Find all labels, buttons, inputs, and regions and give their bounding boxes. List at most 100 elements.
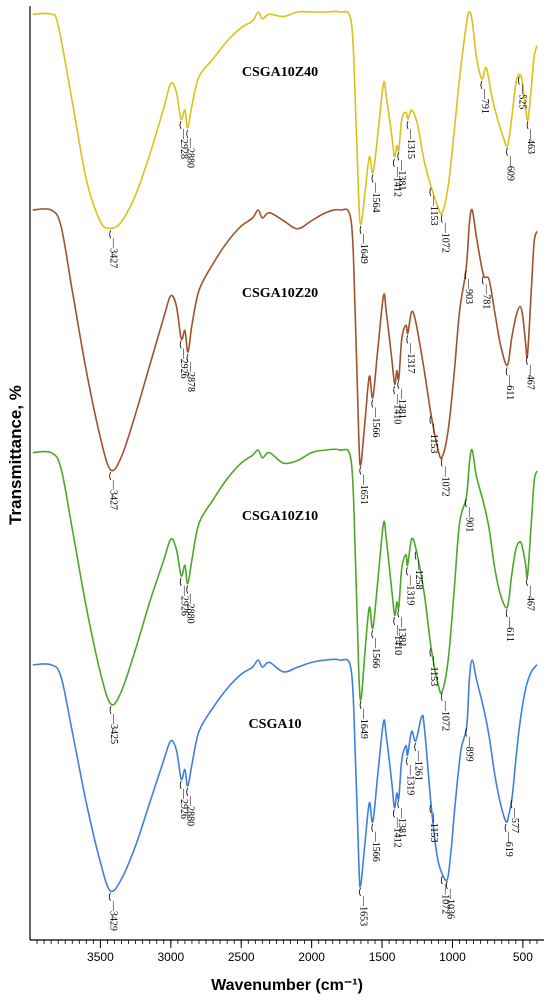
peak-label: —1072	[439, 222, 450, 253]
peak-marker	[179, 577, 182, 586]
peak-marker	[406, 567, 408, 576]
peak-label: —1072	[439, 466, 450, 497]
peak-label: —1315	[405, 128, 416, 159]
peak-label: —1410	[392, 624, 403, 655]
peak-label: —2928	[178, 128, 189, 159]
peak-marker	[186, 353, 189, 363]
peak-label: —1566	[370, 407, 381, 438]
peak-marker	[397, 609, 400, 618]
series-line-csga10z10	[32, 448, 538, 706]
x-tick-label: 2500	[228, 950, 255, 964]
peak-marker	[393, 386, 396, 395]
peak-marker	[186, 787, 189, 797]
x-tick-label: 3500	[87, 950, 114, 964]
peak-annotation: —1566	[370, 399, 381, 438]
peak-label: —1036	[444, 888, 455, 919]
peak-label: —3427	[108, 237, 119, 268]
series-line-csga10	[32, 658, 538, 893]
peak-label: —1319	[405, 574, 416, 605]
x-tick-label: 1000	[439, 950, 466, 964]
peak-annotation: —1153	[428, 187, 439, 226]
peak-label: —3429	[107, 900, 118, 931]
x-axis-title: Wavenumber (cm⁻¹)	[211, 977, 363, 994]
peak-label: —467	[525, 585, 536, 611]
peak-label: —1153	[428, 423, 439, 454]
peak-label: —1072	[439, 883, 450, 914]
peak-marker	[526, 577, 528, 586]
x-tick-labels: 3500 3000 2500 2000 1500 1000 500	[87, 950, 533, 964]
peak-annotation: —1410	[392, 386, 403, 424]
peak-annotation: —2880	[185, 129, 196, 168]
peak-label: —901	[463, 506, 474, 532]
peak-marker	[179, 120, 182, 130]
series-layer	[32, 10, 538, 893]
peak-label: —467	[524, 364, 535, 390]
peak-label: —577	[509, 807, 520, 833]
peak-annotation: —611	[504, 367, 515, 400]
peak-annotation: —467	[524, 356, 535, 390]
peak-label: —611	[504, 374, 515, 400]
peak-annotation: —577	[509, 799, 520, 833]
peak-label: —2926	[178, 585, 189, 616]
peak-label: —1381	[396, 616, 407, 647]
peak-label: —609	[505, 155, 516, 181]
peak-label: —2880	[185, 795, 196, 826]
peak-label: —1153	[428, 656, 439, 687]
peak-marker	[429, 804, 432, 813]
peak-marker	[440, 692, 443, 702]
peak-label: —903	[463, 278, 474, 304]
series-line-csga10z20	[32, 208, 538, 472]
peak-marker	[464, 270, 467, 280]
peak-label: —791	[479, 88, 490, 114]
peak-annotations: —3427—2928—2880—1649—1564—1412—1381—1315…	[107, 76, 536, 931]
peak-marker	[440, 876, 443, 885]
peak-marker	[505, 609, 508, 618]
peak-annotation: —1319	[405, 567, 416, 605]
peak-marker	[359, 700, 362, 710]
peak-annotation: —2926	[178, 577, 189, 616]
peak-marker	[480, 80, 483, 90]
peak-label: —2880	[185, 137, 196, 168]
peak-label: —1649	[358, 233, 369, 264]
peak-marker	[371, 630, 374, 639]
peak-annotation: —1412	[391, 809, 402, 848]
peak-annotation: —1315	[405, 120, 416, 159]
peak-annotation: —1381	[396, 799, 407, 838]
peak-annotation: —1153	[428, 415, 439, 454]
peak-annotation: —3425	[108, 705, 119, 744]
peak-marker	[109, 705, 112, 715]
peak-marker	[505, 367, 508, 376]
x-tick-label: 3000	[157, 950, 184, 964]
peak-marker	[109, 471, 112, 481]
peak-marker	[393, 616, 396, 626]
x-tick-label: 1500	[369, 950, 396, 964]
peak-label: —1412	[391, 166, 402, 197]
peak-marker	[526, 120, 529, 130]
peak-marker	[440, 458, 443, 467]
peak-marker	[429, 648, 432, 657]
peak-marker	[359, 225, 362, 234]
peak-annotation: —2880	[185, 787, 196, 826]
series-label-csga10z40: CSGA10Z40	[242, 65, 318, 80]
y-axis-title: Transmittance, %	[6, 385, 25, 525]
peak-label: —1153	[428, 195, 439, 226]
peak-annotation: —609	[505, 147, 516, 181]
peak-annotation: —1566	[370, 630, 381, 668]
peak-annotation: —619	[503, 823, 514, 857]
peak-marker	[414, 742, 417, 752]
peak-marker	[371, 174, 374, 183]
peak-annotation: —1072	[439, 214, 450, 253]
peak-label: —1072	[439, 700, 450, 731]
peak-annotation: —1651	[358, 466, 369, 505]
major-ticks	[99, 940, 524, 948]
peak-marker	[510, 799, 513, 809]
peak-label: —1261	[413, 750, 424, 781]
peak-label: —1317	[405, 342, 416, 373]
peak-marker	[179, 780, 182, 790]
peak-annotation: —1566	[370, 823, 381, 862]
peak-label: —2926	[178, 348, 189, 379]
peak-annotation: —3427	[108, 471, 119, 510]
peak-label: —781	[480, 283, 491, 309]
peak-label: —1651	[358, 474, 369, 505]
peak-label: —1566	[370, 637, 381, 668]
